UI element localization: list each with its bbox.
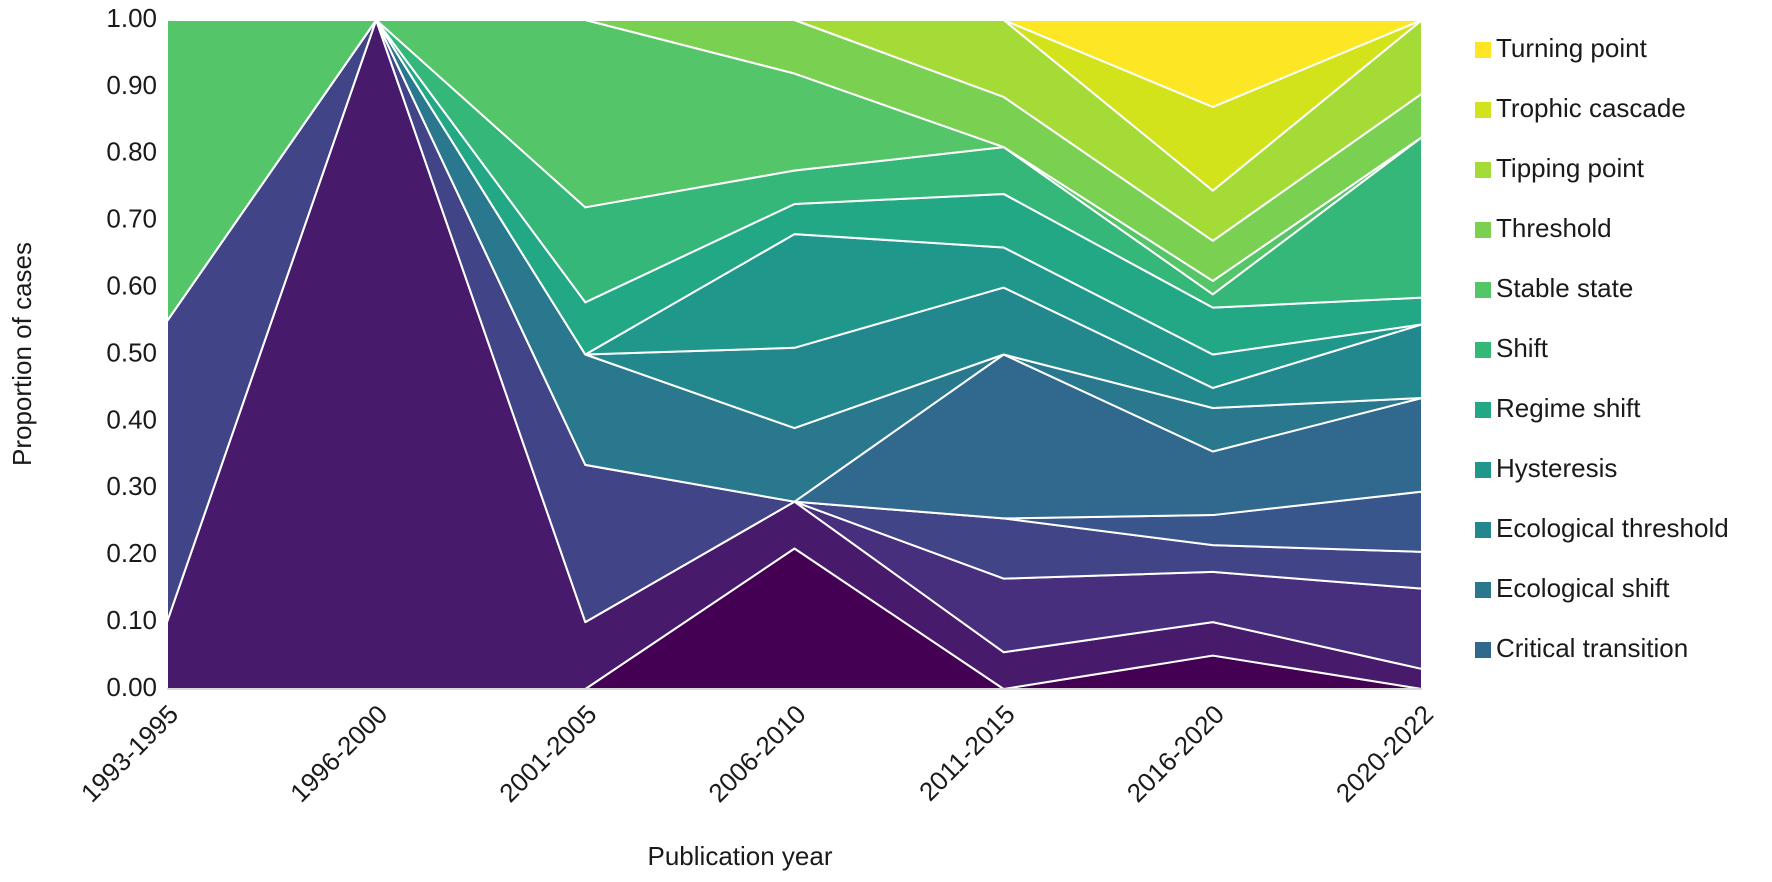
y-tick-label: 0.70: [106, 204, 157, 234]
legend-label: Turning point: [1496, 33, 1648, 63]
x-tick-label: 2011-2015: [913, 699, 1021, 807]
legend-swatch: [1475, 402, 1491, 418]
y-axis-label: Proportion of cases: [7, 242, 37, 466]
y-tick-label: 0.60: [106, 270, 157, 300]
legend-swatch: [1475, 102, 1491, 118]
legend-label: Trophic cascade: [1496, 93, 1686, 123]
x-tick-label: 1996-2000: [284, 699, 393, 808]
legend-label: Shift: [1496, 333, 1549, 363]
legend-label: Stable state: [1496, 273, 1633, 303]
legend-swatch: [1475, 582, 1491, 598]
legend-swatch: [1475, 642, 1491, 658]
x-tick-label: 2001-2005: [493, 699, 602, 808]
legend-label: Tipping point: [1496, 153, 1645, 183]
legend-label: Threshold: [1496, 213, 1612, 243]
x-axis-label: Publication year: [648, 841, 833, 871]
y-tick-label: 0.90: [106, 70, 157, 100]
y-tick-label: 0.00: [106, 672, 157, 702]
y-tick-label: 0.40: [106, 404, 157, 434]
legend-label: Critical transition: [1496, 633, 1688, 663]
legend-label: Ecological shift: [1496, 573, 1670, 603]
y-tick-label: 0.20: [106, 538, 157, 568]
area: [166, 19, 1423, 108]
y-tick-label: 0.80: [106, 137, 157, 167]
x-tick-label: 1993-1995: [75, 699, 184, 808]
legend-label: Regime shift: [1496, 393, 1641, 423]
x-tick-label: 2006-2010: [702, 699, 811, 808]
y-tick-label: 0.10: [106, 605, 157, 635]
legend-swatch: [1475, 162, 1491, 178]
legend-label: Hysteresis: [1496, 453, 1617, 483]
legend-label: Ecological threshold: [1496, 513, 1729, 543]
legend-swatch: [1475, 462, 1491, 478]
y-tick-label: 0.50: [106, 337, 157, 367]
legend-swatch: [1475, 522, 1491, 538]
legend-swatch: [1475, 282, 1491, 298]
x-tick-label: 2016-2020: [1121, 699, 1230, 808]
y-tick-label: 0.30: [106, 471, 157, 501]
y-tick-label: 1.00: [106, 3, 157, 33]
x-tick-label: 2020-2022: [1330, 699, 1439, 808]
legend-swatch: [1475, 42, 1491, 58]
legend-swatch: [1475, 342, 1491, 358]
legend-swatch: [1475, 222, 1491, 238]
